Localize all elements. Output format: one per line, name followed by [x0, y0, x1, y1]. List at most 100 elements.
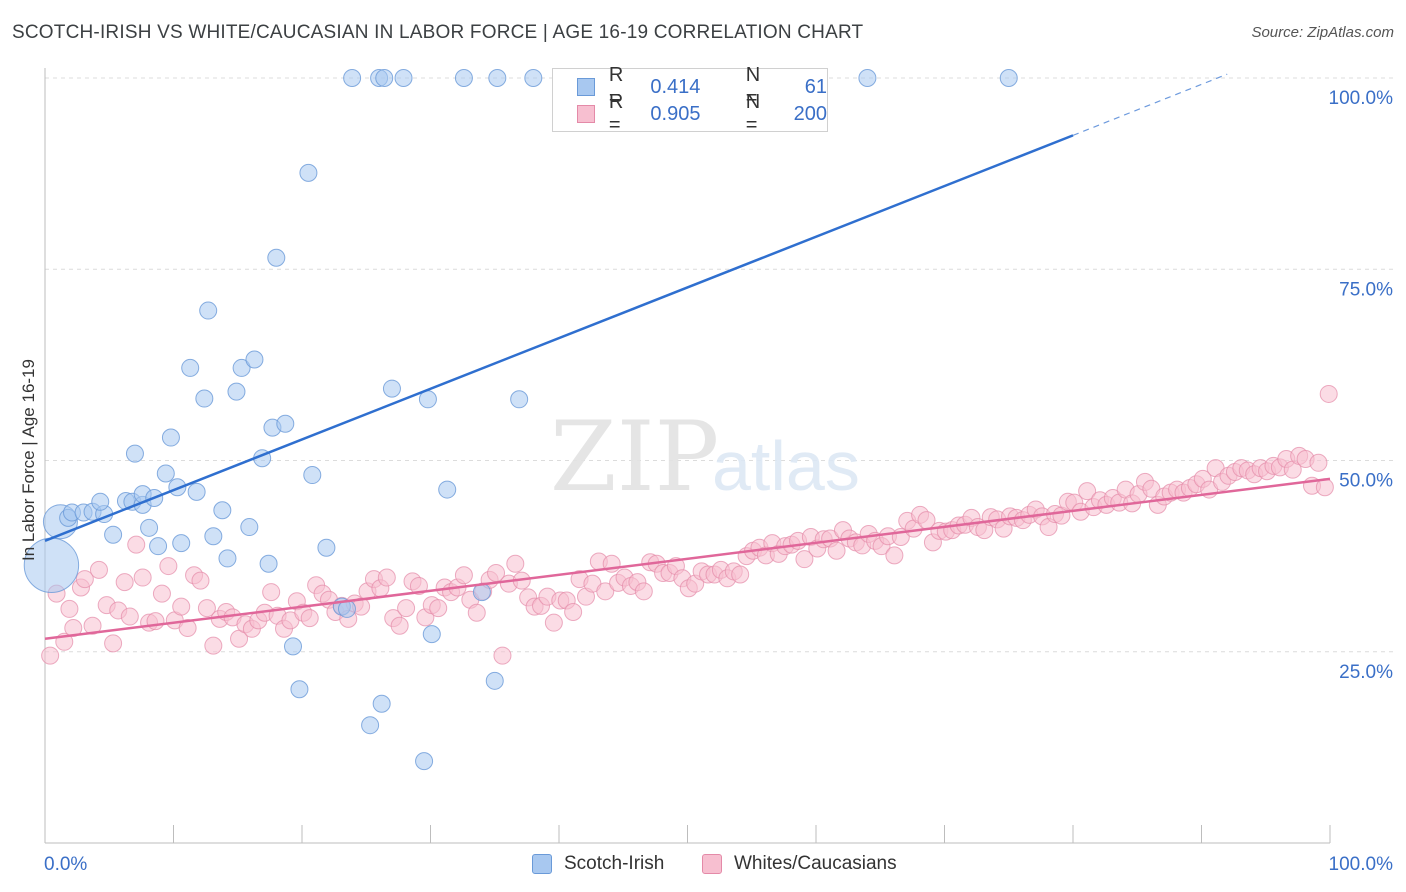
bottom-legend-swatch-scotch-irish [532, 854, 552, 874]
data-point-scotch-irish [524, 69, 543, 87]
data-point-scotch-irish [227, 382, 246, 401]
data-point-whites-caucasians [454, 566, 473, 585]
x-tick-label: 100.0% [1329, 854, 1394, 875]
data-point-scotch-irish [91, 492, 110, 511]
trend-line-scotch-irish [44, 134, 1074, 542]
data-point-scotch-irish [267, 248, 286, 267]
data-point-scotch-irish [290, 680, 309, 699]
data-point-whites-caucasians [493, 646, 512, 665]
trend-lines [44, 73, 1331, 640]
data-point-scotch-irish [299, 163, 318, 182]
data-point-whites-caucasians [467, 603, 486, 622]
data-point-scotch-irish [485, 671, 504, 690]
legend-r-value: 0.905 [650, 102, 701, 125]
bottom-legend-swatch-whites-caucasians [702, 854, 722, 874]
data-point-scotch-irish [343, 69, 362, 87]
legend-r-value: 0.414 [650, 75, 701, 98]
trend-line-scotch-irish-extension [1072, 73, 1228, 136]
data-point-scotch-irish [104, 525, 123, 544]
data-point-whites-caucasians [60, 599, 79, 618]
watermark-atlas: atlas [712, 427, 860, 505]
data-point-whites-caucasians [827, 541, 846, 560]
data-point-scotch-irish [259, 554, 278, 573]
y-tick-label: 75.0% [1339, 279, 1393, 300]
data-point-scotch-irish [488, 69, 507, 87]
axes [44, 68, 1331, 844]
data-point-scotch-irish [213, 501, 232, 520]
data-point-whites-caucasians [409, 576, 428, 595]
data-point-whites-caucasians [204, 636, 223, 655]
data-point-whites-caucasians [429, 599, 448, 618]
legend: R = 0.414 N = 61 R = 0.905 N = 200 [552, 64, 828, 136]
y-tick-label: 25.0% [1339, 662, 1393, 683]
y-axis-label: In Labor Force | Age 16-19 [19, 359, 38, 561]
data-point-scotch-irish [187, 482, 206, 501]
data-point-scotch-irish [232, 358, 251, 377]
data-point-whites-caucasians [1319, 384, 1338, 403]
source-label: Source: ZipAtlas.com [1251, 24, 1394, 41]
data-point-whites-caucasians [1078, 482, 1097, 501]
data-point-scotch-irish [454, 69, 473, 87]
data-point-scotch-irish [284, 637, 303, 656]
data-point-scotch-irish [195, 389, 214, 408]
data-point-scotch-irish [172, 534, 191, 553]
data-point-whites-caucasians [390, 616, 409, 635]
data-point-whites-caucasians [178, 619, 197, 638]
data-point-whites-caucasians [133, 568, 152, 587]
data-point-whites-caucasians [197, 599, 216, 618]
tick-labels: 25.0% 50.0% 75.0% 100.0% 0.0% 100.0% In Labor … [19, 88, 1393, 875]
data-point-whites-caucasians [885, 546, 904, 565]
data-point-scotch-irish [181, 358, 200, 377]
watermark-zip: ZIP [550, 401, 719, 513]
y-tick-label: 100.0% [1329, 88, 1394, 109]
data-point-whites-caucasians [41, 646, 60, 665]
data-point-whites-caucasians [89, 560, 108, 579]
data-point-whites-caucasians [146, 612, 165, 631]
data-point-scotch-irish [394, 69, 413, 87]
data-point-scotch-irish [204, 527, 223, 546]
legend-n-label: N = [745, 64, 761, 109]
legend-r-label: R = [608, 64, 624, 109]
data-point-whites-caucasians [159, 557, 178, 576]
legend-swatch-scotch-irish [577, 78, 595, 96]
data-point-scotch-irish [858, 69, 877, 87]
data-point-whites-caucasians [506, 554, 525, 573]
data-point-scotch-irish [199, 301, 218, 320]
data-point-scotch-irish [303, 466, 322, 485]
data-point-whites-caucasians [104, 634, 123, 653]
data-point-whites-caucasians [731, 565, 750, 584]
watermark: ZIP atlas [550, 401, 860, 513]
legend-n-value: 61 [804, 75, 827, 98]
data-point-scotch-irish [218, 549, 237, 568]
data-point-whites-caucasians [262, 583, 281, 602]
legend-n-value: 200 [793, 102, 827, 125]
data-point-scotch-irish [438, 480, 457, 499]
data-point-scotch-irish [999, 69, 1018, 87]
trend-line-whites-caucasians [44, 477, 1331, 640]
legend-row-whites-caucasians: R = 0.905 N = 200 [577, 91, 827, 136]
legend-r-label: R = [608, 91, 624, 136]
series-scotch-irish [23, 69, 1018, 771]
data-point-scotch-irish [156, 464, 175, 483]
data-point-whites-caucasians [75, 570, 94, 589]
data-point-whites-caucasians [544, 613, 563, 632]
data-point-whites-caucasians [115, 573, 134, 592]
data-point-scotch-irish [149, 537, 168, 556]
x-tick-label: 0.0% [44, 854, 87, 875]
data-point-scotch-irish [125, 444, 144, 463]
data-point-whites-caucasians [83, 616, 102, 635]
data-point-scotch-irish [140, 518, 159, 537]
data-point-whites-caucasians [1309, 453, 1328, 472]
data-point-scotch-irish [415, 752, 434, 771]
data-point-scotch-irish [375, 69, 394, 87]
data-point-scotch-irish [382, 379, 401, 398]
data-point-scotch-irish [372, 694, 391, 713]
data-point-scotch-irish [422, 625, 441, 644]
bottom-legend-scotch-irish: Scotch-Irish [532, 851, 664, 877]
data-point-scotch-irish [276, 414, 295, 433]
data-point-scotch-irish [161, 428, 180, 447]
data-point-whites-caucasians [64, 619, 83, 638]
data-point-whites-caucasians [634, 582, 653, 601]
data-point-whites-caucasians [300, 609, 319, 628]
